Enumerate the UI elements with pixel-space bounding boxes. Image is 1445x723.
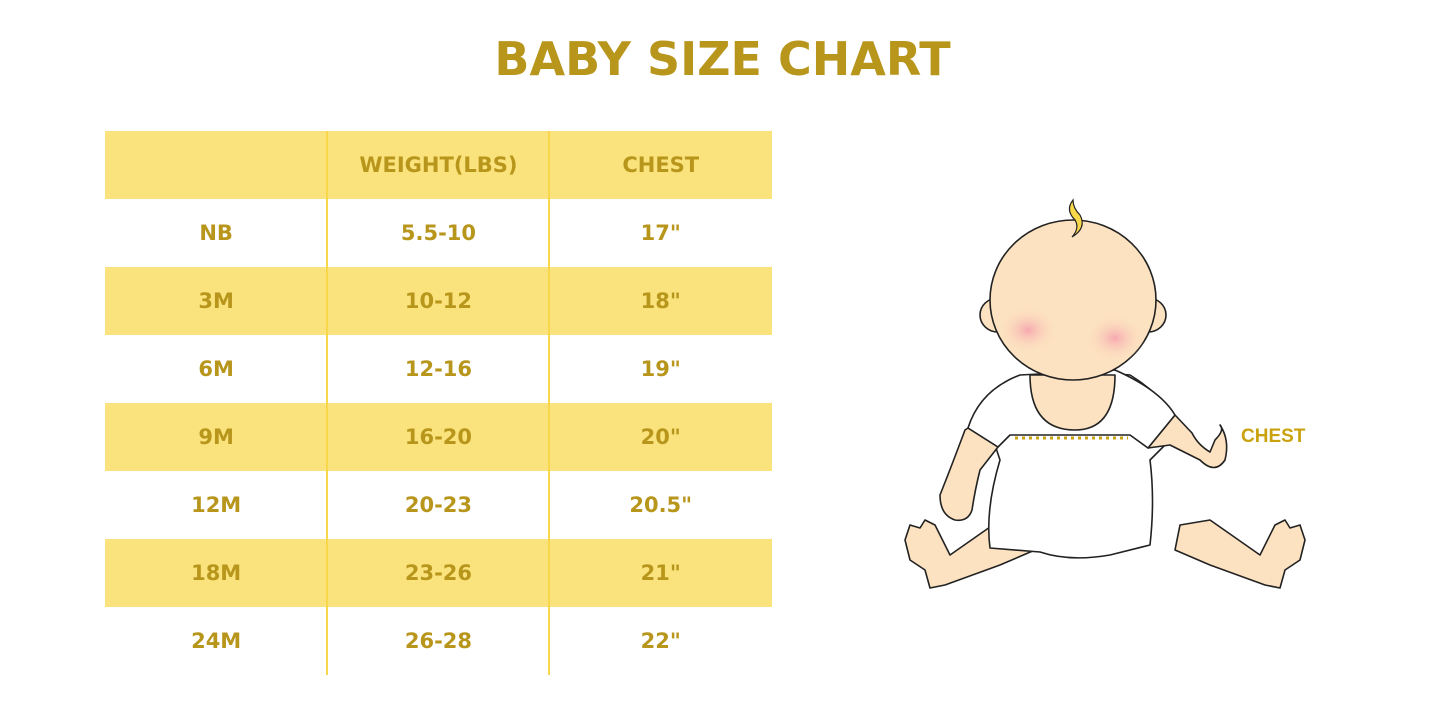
cell-size: 9M (198, 425, 234, 449)
cell-weight: 10-12 (404, 289, 473, 313)
baby-illustration (904, 198, 1306, 589)
table-row: 12M 20-23 20.5" (105, 471, 772, 539)
cell-weight: 5.5-10 (400, 221, 477, 245)
cell-chest: 20.5" (629, 493, 693, 517)
cell-weight: 23-26 (404, 561, 473, 585)
table-row: 24M 26-28 22" (105, 607, 772, 675)
cell-size: 3M (198, 289, 234, 313)
size-table: WEIGHT(LBS) CHEST NB 5.5-10 17" 3M 10-12 18" 6… (105, 131, 772, 675)
cell-chest: 21" (640, 561, 681, 585)
cell-size: 6M (198, 357, 234, 381)
cell-chest: 19" (640, 357, 681, 381)
table-row: NB 5.5-10 17" (105, 199, 772, 267)
table-row: 9M 16-20 20" (105, 403, 772, 471)
cell-chest: 17" (640, 221, 681, 245)
cell-chest: 22" (640, 629, 681, 653)
table-row: 18M 23-26 21" (105, 539, 772, 607)
page-title: BABY SIZE CHART (494, 32, 951, 86)
cell-chest: 20" (640, 425, 681, 449)
table-row: 6M 12-16 19" (105, 335, 772, 403)
cell-size: 18M (191, 561, 242, 585)
header-size (105, 131, 327, 199)
cell-weight: 12-16 (404, 357, 473, 381)
cell-size: 12M (191, 493, 242, 517)
chest-label: CHEST (1241, 426, 1306, 447)
cell-chest: 18" (640, 289, 681, 313)
cell-size: 24M (191, 629, 242, 653)
column-divider (326, 131, 328, 675)
table-row: 3M 10-12 18" (105, 267, 772, 335)
cell-weight: 16-20 (404, 425, 473, 449)
header-weight: WEIGHT(LBS) (359, 153, 518, 177)
table-header: WEIGHT(LBS) CHEST (105, 131, 772, 199)
column-divider (548, 131, 550, 675)
cell-weight: 26-28 (404, 629, 473, 653)
cell-weight: 20-23 (404, 493, 473, 517)
header-chest: CHEST (622, 153, 700, 177)
cell-size: NB (199, 221, 233, 245)
